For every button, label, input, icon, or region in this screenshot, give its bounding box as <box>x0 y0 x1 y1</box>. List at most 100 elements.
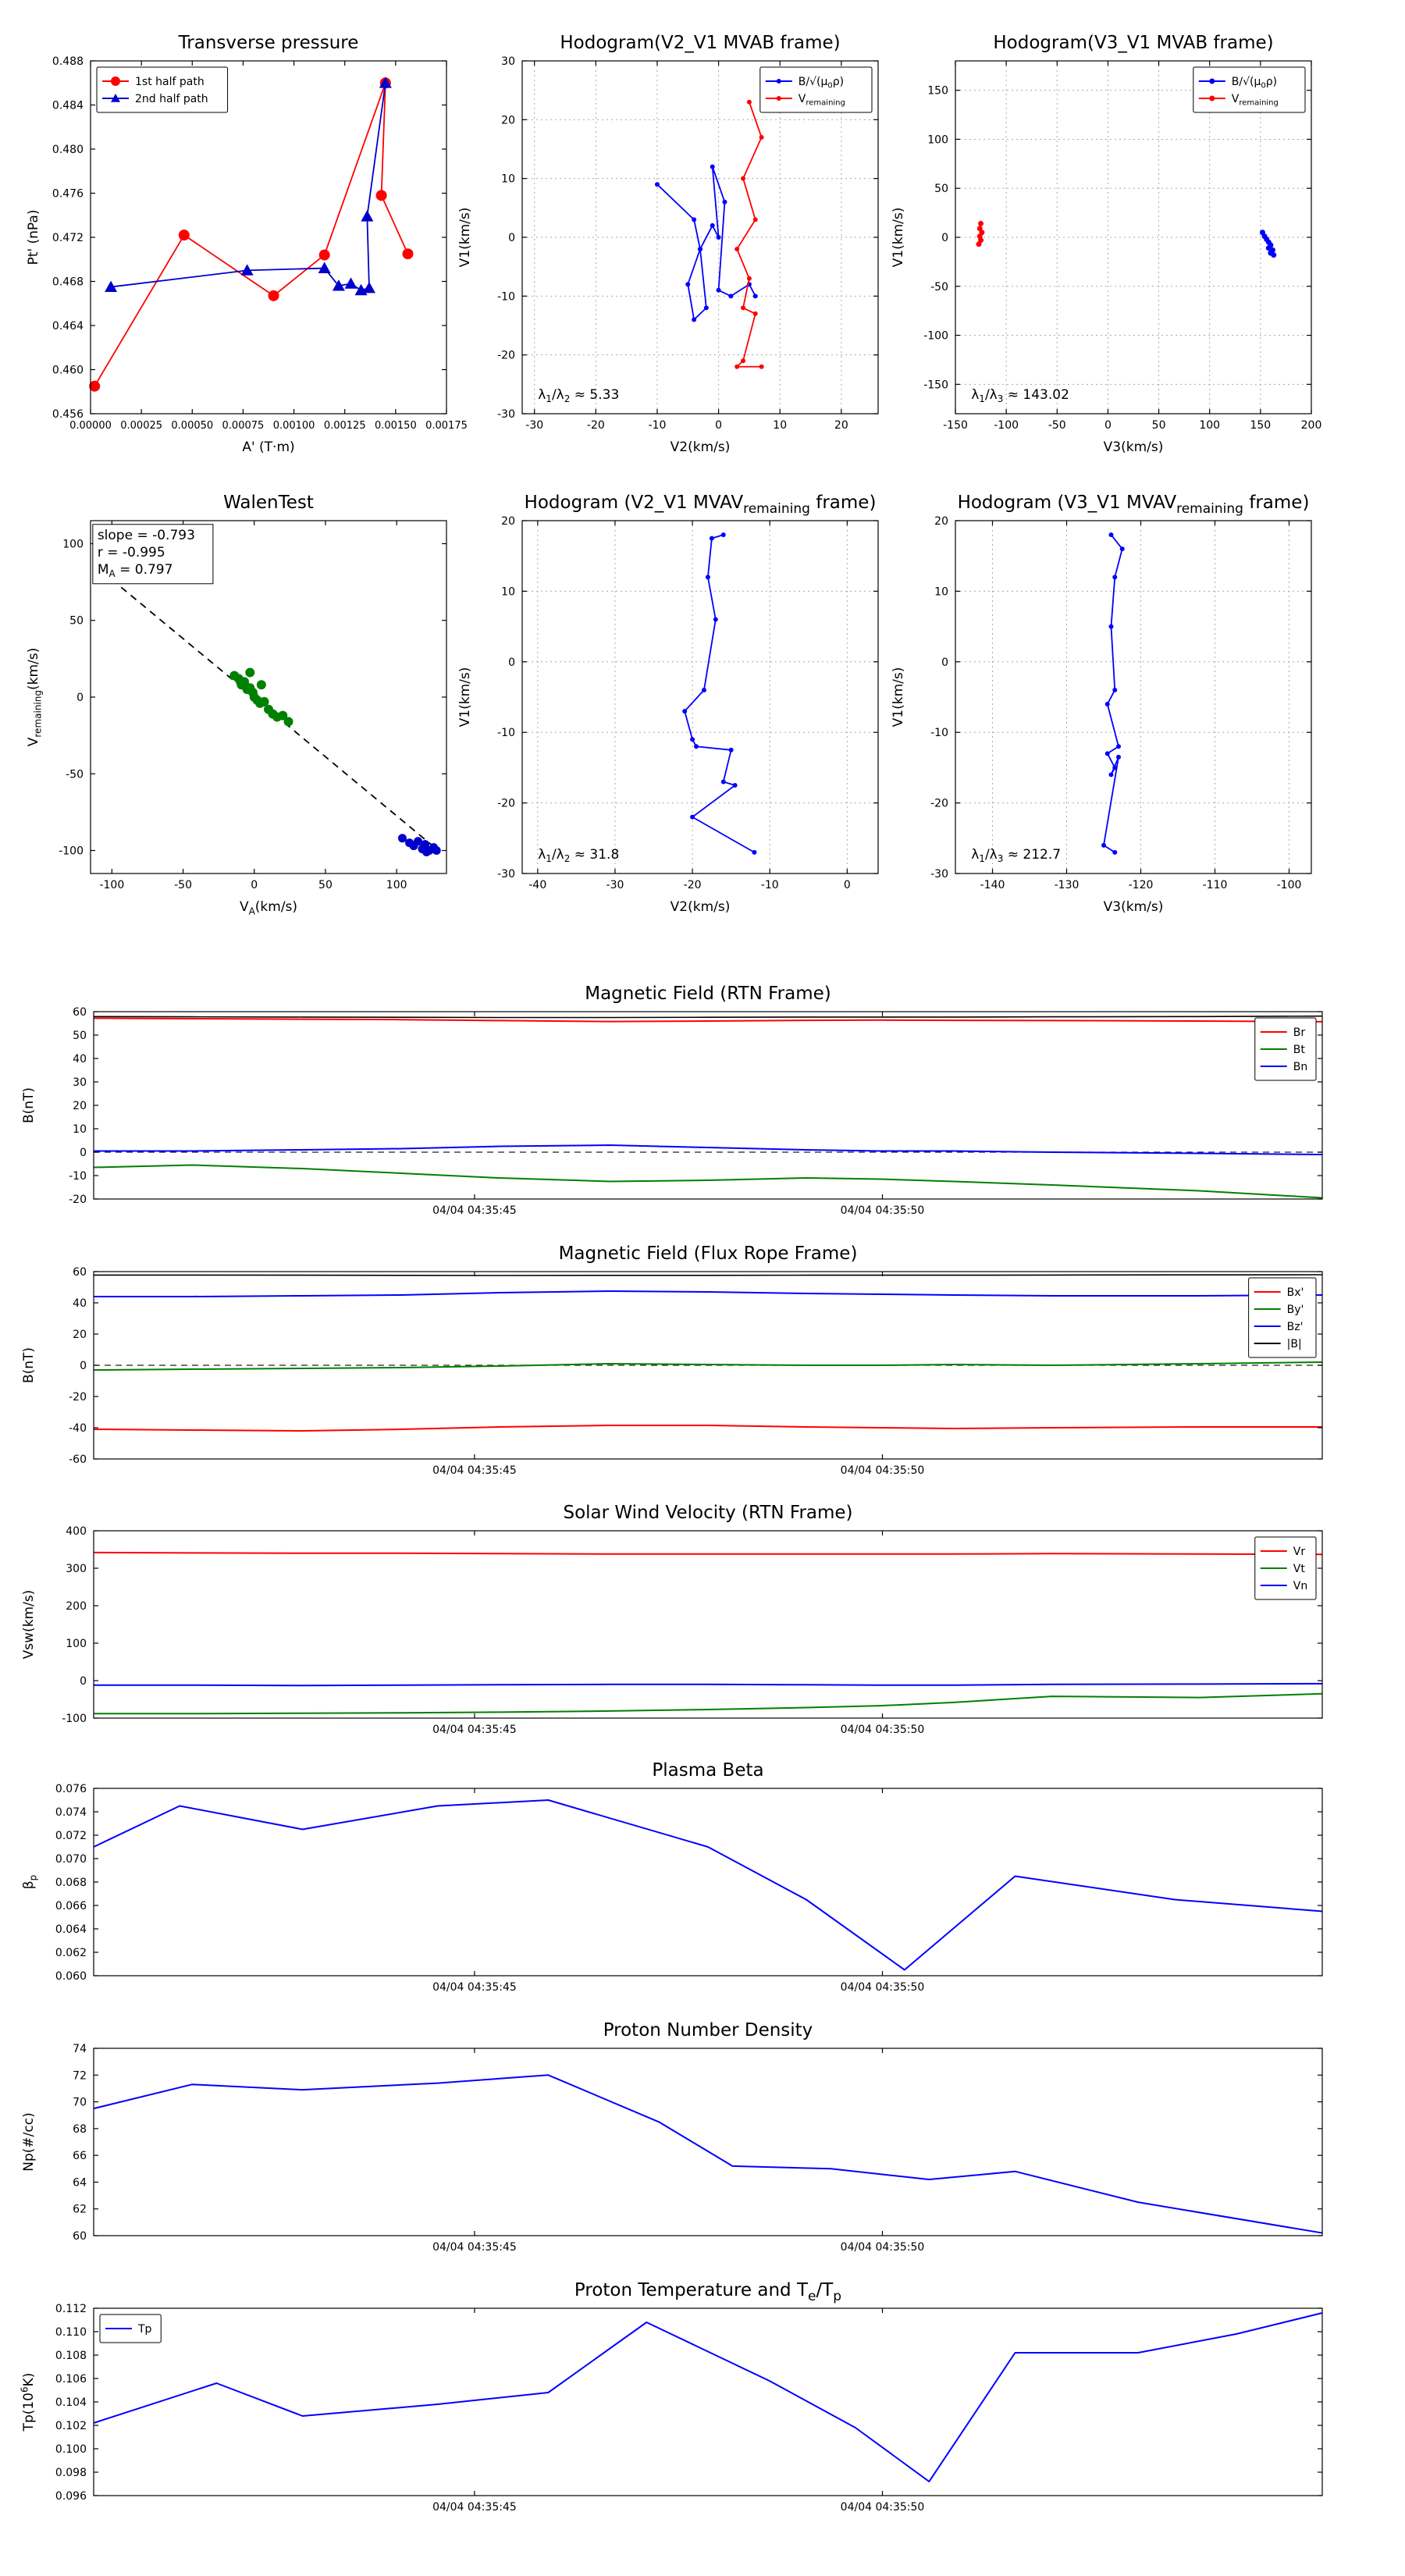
chart-title: Solar Wind Velocity (RTN Frame) <box>563 1503 852 1523</box>
svg-text:0.106: 0.106 <box>55 2373 87 2386</box>
y-axis-label: Vremaining(km/s) <box>26 648 43 747</box>
svg-text:200: 200 <box>1301 419 1322 432</box>
svg-text:0.468: 0.468 <box>52 276 84 289</box>
svg-text:-20: -20 <box>497 798 515 810</box>
svg-text:1st half path: 1st half path <box>135 76 205 88</box>
panel-hodogram-v3v1-mvav: -140 -130 -120 -110 -100-30-20-1001020Hodogr… <box>891 493 1312 915</box>
svg-text:0.108: 0.108 <box>55 2350 87 2362</box>
legend: Bx' By' Bz' |B| <box>1248 1277 1317 1358</box>
svg-text:0.070: 0.070 <box>55 1853 87 1866</box>
axes-frame <box>521 520 879 874</box>
svg-text:-130: -130 <box>1055 879 1080 891</box>
axis-ticks: -30 -20 -10 0 10 20 -30 -20 -10 0 10 20 30 <box>497 55 878 432</box>
svg-text:0.480: 0.480 <box>52 144 84 156</box>
chart-plasma-beta: 04/04 04:35:45 04/04 04:35:50 0.060 0.062 0.… <box>21 1760 1323 1994</box>
svg-text:0.060: 0.060 <box>55 1970 87 1983</box>
svg-text:300: 300 <box>66 1563 87 1575</box>
svg-text:-140: -140 <box>980 879 1005 891</box>
svg-text:04/04 04:35:50: 04/04 04:35:50 <box>841 1204 925 1217</box>
svg-text:10: 10 <box>73 1123 87 1136</box>
svg-text:62: 62 <box>73 2204 87 2216</box>
series-middle-points <box>229 667 293 727</box>
svg-text:50: 50 <box>318 879 333 891</box>
y-axis-label: V1(km/s) <box>891 667 906 728</box>
panel-hodogram-v2v1-mvav: -40 -30 -20 -10 0 -30 -20 -10 0 10 20 Hodogram (V2_… <box>457 493 879 915</box>
axis-ticks: 0.00000 0.00025 0.00050 0.00075 0.00100 0.001… <box>52 55 468 432</box>
chart-title: Proton Number Density <box>603 2020 813 2041</box>
x-axis-label: V2(km/s) <box>670 439 731 455</box>
chart-walen-test: -100 -50 0 50 100 -100 -50 0 50 100 WalenTest VA(km… <box>26 493 447 916</box>
svg-text:0: 0 <box>80 1360 87 1372</box>
svg-text:-20: -20 <box>930 798 948 810</box>
svg-text:-10: -10 <box>649 419 667 432</box>
chart-hodogram-v3v1-mvav: -140 -130 -120 -110 -100-30-20-1001020Hodogr… <box>891 493 1312 915</box>
svg-text:60: 60 <box>73 1266 87 1279</box>
svg-text:0.102: 0.102 <box>55 2420 87 2432</box>
svg-text:150: 150 <box>1250 419 1271 432</box>
svg-text:0.098: 0.098 <box>55 2467 87 2479</box>
svg-text:30: 30 <box>73 1076 87 1089</box>
series--b- <box>93 1015 1323 1019</box>
x-axis-label: V3(km/s) <box>1104 899 1164 915</box>
svg-text:0.110: 0.110 <box>55 2326 87 2339</box>
svg-text:-20: -20 <box>497 350 515 362</box>
svg-text:04/04 04:35:50: 04/04 04:35:50 <box>841 1724 925 1736</box>
chart-proton-temperature: 04/04 04:35:45 04/04 04:35:50 0.096 0.098 0.… <box>20 2280 1323 2514</box>
chart-title: Transverse pressure <box>178 33 359 53</box>
series-b-0- <box>1259 229 1277 258</box>
panel-transverse-pressure: 0.00000 0.00025 0.00050 0.00075 0.00100 0.001… <box>26 33 468 455</box>
svg-text:Vn: Vn <box>1293 1580 1307 1592</box>
series-2nd-half-path <box>105 76 392 296</box>
series-bt <box>93 1164 1323 1199</box>
svg-text:-100: -100 <box>994 419 1019 432</box>
svg-text:20: 20 <box>501 114 515 126</box>
annotation: λ1/λ3 ≈ 212.7 <box>971 847 1061 864</box>
panel-proton-number-density: 04/04 04:35:45 04/04 04:35:50 60 62 64 66 68 70… <box>21 2020 1323 2254</box>
svg-text:B/√(μ0ρ): B/√(μ0ρ) <box>799 76 844 91</box>
svg-text:MA = 0.797: MA = 0.797 <box>98 562 173 579</box>
svg-text:0.00125: 0.00125 <box>324 420 366 432</box>
svg-text:10: 10 <box>934 585 948 598</box>
svg-text:0.464: 0.464 <box>52 320 84 333</box>
legend: Vr Vt Vn <box>1254 1536 1317 1600</box>
axes-frame <box>93 1788 1323 1976</box>
svg-text:0.104: 0.104 <box>55 2396 87 2409</box>
chart-title: Proton Temperature and Te/Tp <box>574 2280 841 2304</box>
svg-text:04/04 04:35:45: 04/04 04:35:45 <box>432 1981 517 1994</box>
svg-text:0: 0 <box>844 879 851 891</box>
series-1st-half-path <box>89 77 414 392</box>
svg-text:40: 40 <box>73 1297 87 1310</box>
series-b-0- <box>654 164 758 322</box>
svg-text:0: 0 <box>508 656 515 669</box>
chart-title: WalenTest <box>223 493 314 513</box>
svg-text:0: 0 <box>80 1147 87 1159</box>
series-b-0- <box>682 532 757 855</box>
svg-text:0: 0 <box>76 692 84 704</box>
svg-text:04/04 04:35:45: 04/04 04:35:45 <box>432 1724 517 1736</box>
svg-text:Bt: Bt <box>1293 1044 1306 1056</box>
svg-text:-100: -100 <box>99 879 124 891</box>
y-axis-label: V1(km/s) <box>891 208 906 268</box>
svg-text:100: 100 <box>386 879 407 891</box>
svg-text:|B|: |B| <box>1287 1338 1302 1350</box>
grid <box>522 520 878 874</box>
svg-text:-30: -30 <box>525 419 543 432</box>
series-bn <box>94 1144 1323 1155</box>
chart-hodogram-v2v1-mvav: -40 -30 -20 -10 0 -30 -20 -10 0 10 20 Hodogram (V2_… <box>457 493 879 915</box>
grid <box>955 61 1312 414</box>
svg-text:50: 50 <box>1152 419 1166 432</box>
panel-magnetic-field-fluxrope: 04/04 04:35:45 04/04 04:35:50 -60 -40 -20 0 20… <box>21 1244 1323 1477</box>
svg-text:70: 70 <box>73 2097 87 2109</box>
svg-text:0: 0 <box>80 1675 87 1688</box>
svg-text:0: 0 <box>941 656 948 669</box>
y-axis-label: Tp(106K) <box>20 2373 37 2432</box>
chart-title: Hodogram (V2_V1 MVAVremaining frame) <box>525 493 877 517</box>
series-vn <box>94 1682 1323 1687</box>
series-tp <box>93 2312 1323 2482</box>
axis-ticks: 04/04 04:35:45 04/04 04:35:50 -20 -10 0 10 20 3… <box>69 1006 1322 1217</box>
svg-text:0.064: 0.064 <box>55 1923 87 1936</box>
y-axis-label: βp <box>21 1875 38 1889</box>
legend: B/√(μ0ρ) Vremaining <box>759 66 873 113</box>
panel-proton-temperature: 04/04 04:35:45 04/04 04:35:50 0.096 0.098 0.… <box>20 2280 1323 2514</box>
svg-text:-60: -60 <box>69 1453 87 1466</box>
